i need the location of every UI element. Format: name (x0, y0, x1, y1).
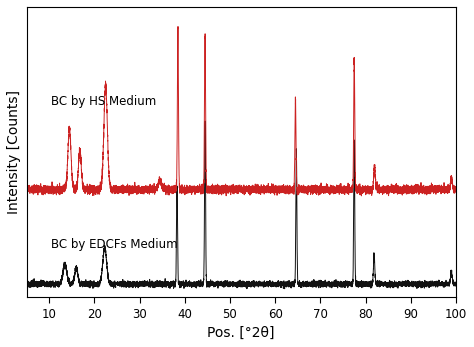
Text: BC by EDCFs Medium: BC by EDCFs Medium (51, 238, 178, 252)
X-axis label: Pos. [°2θ]: Pos. [°2θ] (208, 326, 275, 340)
Text: BC by HS Medium: BC by HS Medium (51, 95, 156, 108)
Y-axis label: Intensity [Counts]: Intensity [Counts] (7, 90, 21, 214)
